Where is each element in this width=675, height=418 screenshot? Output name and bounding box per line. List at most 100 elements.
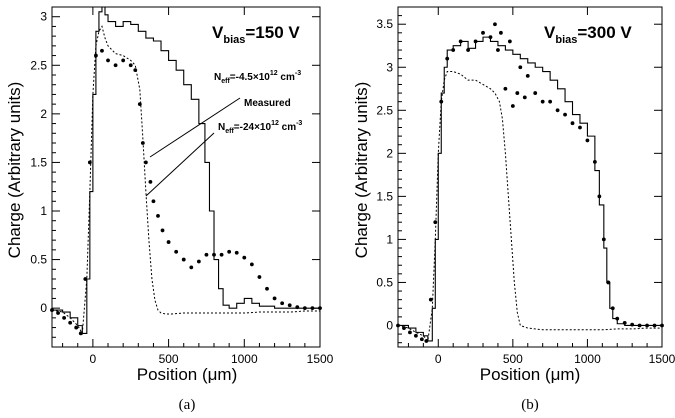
plot-frame-a: [51, 6, 321, 348]
data-point: [466, 48, 471, 52]
plot-area-b: 0 500 1000 1500 0 0.5 1 1.5 2 2.5 3 3.5 Vbias=300 V: [376, 6, 675, 366]
data-point: [570, 121, 575, 126]
x-tick-label: 1500: [649, 352, 675, 366]
x-tick-label: 500: [159, 352, 179, 366]
data-point: [143, 160, 148, 165]
data-point: [128, 63, 133, 68]
y-tick-label: 0.5: [376, 275, 393, 289]
data-point: [56, 311, 60, 315]
data-point: [196, 259, 201, 264]
data-point: [433, 220, 438, 225]
annotation-pointer: [149, 97, 241, 158]
data-point: [287, 303, 292, 308]
annotation-neff-high: Neff=-24×1012 cm-3: [218, 120, 302, 135]
x-tick-label: 1000: [231, 352, 258, 366]
data-point: [295, 305, 300, 310]
data-point: [249, 262, 254, 267]
data-point: [601, 237, 606, 242]
annotation-pointer: [145, 132, 215, 197]
data-point: [408, 330, 412, 335]
data-point: [473, 39, 478, 44]
data-point: [615, 316, 620, 321]
x-axis-title-a: Position (μm): [137, 365, 237, 384]
data-point: [94, 53, 98, 58]
series-line-dashed: [51, 25, 320, 336]
data-point: [592, 160, 597, 164]
data-point: [555, 108, 560, 113]
data-point: [83, 277, 88, 281]
y-tick-label: 2: [40, 107, 47, 121]
panel-caption-a: (a): [179, 397, 196, 413]
data-point: [396, 323, 400, 328]
x-axis-title-b: Position (μm): [480, 365, 580, 384]
data-point: [78, 331, 83, 336]
data-point: [181, 257, 186, 262]
data-point: [645, 323, 649, 328]
data-point: [540, 99, 545, 104]
data-point: [503, 86, 508, 91]
data-point: [637, 323, 642, 328]
data-point: [113, 63, 118, 68]
data-point: [151, 199, 156, 204]
data-point: [585, 138, 590, 143]
plot-frame-b: [397, 6, 663, 348]
data-point: [50, 308, 54, 312]
data-point: [121, 58, 126, 63]
data-point: [578, 125, 582, 130]
data-point: [133, 68, 138, 73]
data-point: [493, 22, 497, 27]
y-tick-label: 2.5: [376, 103, 393, 117]
data-point: [174, 249, 179, 254]
x-tick-label: 1000: [574, 352, 601, 366]
data-point: [137, 102, 142, 107]
data-point: [496, 48, 500, 52]
data-point: [652, 323, 657, 328]
data-point: [227, 249, 232, 254]
y-axis-title-a: Charge (Arbitrary units): [5, 82, 24, 259]
data-point: [219, 252, 224, 257]
data-point: [522, 95, 527, 100]
data-point: [189, 265, 194, 270]
y-tick-label: 0: [386, 318, 393, 332]
data-point: [212, 252, 216, 257]
data-point: [166, 240, 171, 244]
data-point: [451, 48, 456, 52]
bias-label-a: Vbias=150 V: [212, 23, 300, 46]
data-point: [100, 48, 104, 53]
data-point: [87, 160, 92, 165]
data-point: [272, 296, 277, 301]
series-line-dashed: [397, 71, 662, 343]
data-point: [507, 39, 512, 44]
data-point: [439, 99, 444, 104]
annotation-measured: Measured: [244, 98, 291, 109]
series-line-solid: [398, 36, 662, 342]
data-point: [310, 306, 315, 311]
y-tick-label: 2.5: [30, 58, 47, 72]
panel-a: 0 500 1000 1500 0 0.5 1 1.5 2 2.5 3 Vbias=150 V Neff…: [5, 6, 334, 413]
data-point: [156, 213, 160, 218]
data-point: [525, 73, 530, 78]
x-tick-label: 1500: [307, 352, 334, 366]
data-point: [413, 333, 418, 338]
series-line-solid: [52, 6, 320, 334]
x-tick-label: 0: [435, 352, 442, 366]
data-point: [424, 339, 429, 343]
x-tick-label: 500: [503, 352, 523, 366]
annotation-neff-low: Neff=-4.5×1012 cm-3: [214, 70, 301, 85]
data-point: [510, 104, 515, 108]
data-point: [630, 322, 635, 327]
data-point: [419, 337, 424, 342]
y-tick-label: 0: [40, 301, 47, 315]
y-tick-label: 2: [386, 146, 393, 160]
data-point: [160, 228, 165, 233]
data-point: [563, 112, 567, 117]
data-point: [597, 194, 602, 199]
y-tick-label: 1.5: [30, 155, 47, 169]
data-point: [242, 255, 247, 260]
data-point: [518, 65, 523, 70]
data-point: [74, 325, 79, 330]
data-point: [622, 320, 627, 325]
data-point: [499, 30, 503, 35]
data-point: [458, 39, 463, 44]
